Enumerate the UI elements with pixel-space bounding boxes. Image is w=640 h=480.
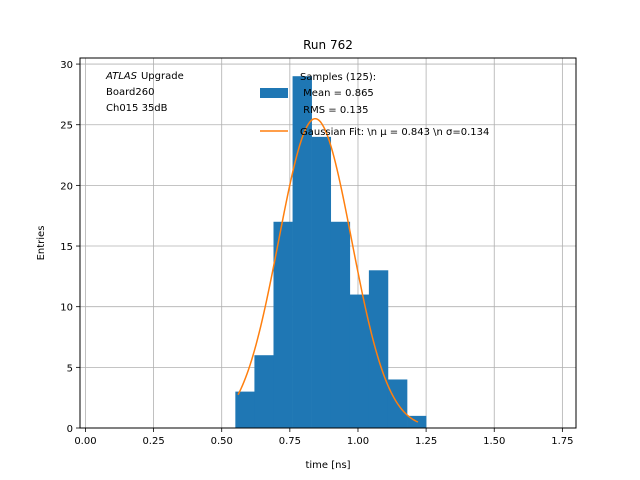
x-tick-label: 0.50 (211, 436, 233, 447)
histogram-bar (292, 76, 312, 429)
y-tick-label: 25 (60, 121, 73, 132)
legend-histogram-swatch (260, 88, 288, 98)
x-tick-label: 1.00 (347, 436, 369, 447)
y-axis-label: Entries (36, 226, 47, 261)
histogram-bar (273, 221, 293, 428)
y-tick-label: 0 (67, 424, 73, 435)
histogram-bars (235, 76, 427, 429)
histogram-bar (311, 136, 332, 428)
y-tick-label: 30 (60, 60, 73, 71)
x-axis-ticks: 0.00 0.25 0.50 0.75 1.00 1.25 1.50 1.75 (74, 428, 574, 447)
gaussian-fit-curve (237, 117, 419, 423)
x-tick-label: 0.25 (142, 436, 164, 447)
annotation-line-3: Ch015 35dB (106, 103, 168, 114)
annotation-line-1: ATLAS Upgrade (105, 71, 184, 82)
y-tick-label: 10 (60, 303, 73, 314)
legend-fit-label: Gaussian Fit: \n μ = 0.843 \n σ=0.134 (300, 127, 489, 138)
y-axis-ticks: 0 5 10 15 20 25 30 (60, 60, 80, 435)
y-tick-label: 20 (60, 181, 73, 192)
x-axis-label: time [ns] (305, 460, 350, 471)
legend-histogram-line-2: Mean = 0.865 (300, 88, 374, 99)
x-tick-label: 0.00 (74, 436, 96, 447)
plot-frame (79, 57, 577, 429)
x-tick-label: 0.75 (279, 436, 301, 447)
histogram-bar (235, 391, 255, 428)
histogram-bar (368, 270, 389, 428)
annotation-italic-prefix: ATLAS (105, 71, 138, 82)
legend-histogram-line-1: Samples (125): (300, 72, 376, 83)
y-tick-label: 5 (67, 363, 73, 374)
atlas-annotation: ATLAS Upgrade Board260 Ch015 35dB (105, 71, 184, 114)
x-tick-label: 1.50 (483, 436, 505, 447)
legend-histogram-line-3: RMS = 0.135 (300, 105, 368, 116)
histogram-bar (349, 294, 370, 428)
annotation-line-1-text: Upgrade (141, 71, 184, 82)
y-tick-label: 15 (60, 242, 73, 253)
legend: Samples (125): Mean = 0.865 RMS = 0.135 … (260, 72, 489, 138)
histogram-bar (330, 221, 351, 428)
annotation-line-2: Board260 (106, 87, 154, 98)
histogram-bar (254, 355, 274, 428)
x-tick-label: 1.75 (551, 436, 573, 447)
chart-title: Run 762 (303, 38, 353, 52)
x-tick-label: 1.25 (415, 436, 437, 447)
